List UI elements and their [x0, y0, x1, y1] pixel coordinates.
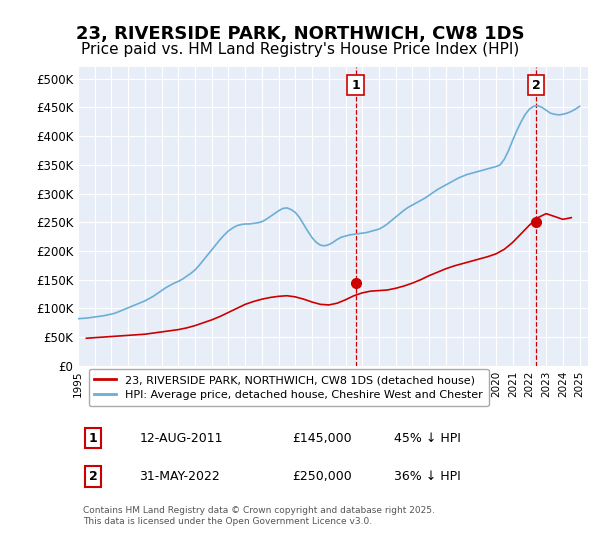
Text: 45% ↓ HPI: 45% ↓ HPI: [394, 432, 461, 445]
Text: 31-MAY-2022: 31-MAY-2022: [139, 470, 220, 483]
Text: 36% ↓ HPI: 36% ↓ HPI: [394, 470, 461, 483]
Text: £145,000: £145,000: [292, 432, 352, 445]
Text: £250,000: £250,000: [292, 470, 352, 483]
Text: Contains HM Land Registry data © Crown copyright and database right 2025.
This d: Contains HM Land Registry data © Crown c…: [83, 506, 435, 526]
Text: 2: 2: [532, 79, 541, 92]
Text: 12-AUG-2011: 12-AUG-2011: [139, 432, 223, 445]
Text: Price paid vs. HM Land Registry's House Price Index (HPI): Price paid vs. HM Land Registry's House …: [81, 42, 519, 57]
Text: 2: 2: [89, 470, 98, 483]
Text: 1: 1: [351, 79, 360, 92]
Text: 1: 1: [89, 432, 98, 445]
Legend: 23, RIVERSIDE PARK, NORTHWICH, CW8 1DS (detached house), HPI: Average price, det: 23, RIVERSIDE PARK, NORTHWICH, CW8 1DS (…: [89, 368, 488, 406]
Text: 23, RIVERSIDE PARK, NORTHWICH, CW8 1DS: 23, RIVERSIDE PARK, NORTHWICH, CW8 1DS: [76, 25, 524, 43]
